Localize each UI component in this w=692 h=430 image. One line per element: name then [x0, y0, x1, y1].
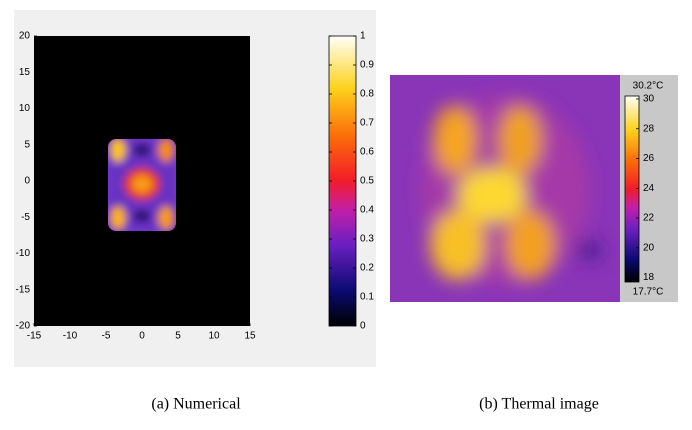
colorbar-tick-label: 1 — [360, 31, 366, 42]
x-tick-label: 10 — [208, 331, 220, 342]
colorbar-tick-label: 0.3 — [360, 234, 374, 245]
colorbar-tick-label: 20 — [643, 242, 655, 253]
colorbar-tick-label: 0.2 — [360, 263, 374, 274]
x-tick-label: 5 — [175, 331, 181, 342]
colorbar-tick-label: 0.4 — [360, 205, 374, 216]
colorbar — [624, 95, 640, 283]
y-tick-label: 20 — [19, 31, 31, 42]
colorbar-tick-label: 0.9 — [360, 60, 374, 71]
colorbar-tick-label: 0.7 — [360, 118, 374, 129]
colorbar-tick-label: 0 — [360, 321, 366, 332]
x-tick-label: 15 — [244, 331, 256, 342]
y-tick-label: 0 — [24, 176, 30, 187]
colorbar — [328, 35, 357, 327]
y-tick-label: 10 — [19, 103, 31, 114]
y-tick-label: -5 — [21, 212, 30, 223]
min-label: 17.7°C — [633, 287, 664, 298]
colorbar-tick-label: 18 — [643, 272, 655, 283]
x-tick-label: -15 — [27, 331, 42, 342]
colorbar-tick-label: 30 — [643, 94, 655, 105]
max-label: 30.2°C — [633, 81, 664, 92]
y-tick-label: -15 — [16, 284, 31, 295]
colorbar-tick-label: 26 — [643, 153, 655, 164]
y-tick-label: -20 — [16, 321, 31, 332]
y-tick-label: 5 — [24, 139, 30, 150]
colorbar-tick-label: 0.1 — [360, 292, 374, 303]
colorbar-tick-label: 24 — [643, 183, 655, 194]
x-tick-label: 0 — [139, 331, 145, 342]
colorbar-tick-label: 22 — [643, 213, 655, 224]
caption: (b) Thermal image — [479, 396, 599, 413]
colorbar-tick-label: 28 — [643, 123, 655, 134]
colorbar-tick-label: 0.6 — [360, 147, 374, 158]
x-tick-label: -10 — [63, 331, 78, 342]
colorbar-tick-label: 0.5 — [360, 176, 374, 187]
y-tick-label: -10 — [16, 248, 31, 259]
thermal-image — [390, 75, 620, 302]
caption: (a) Numerical — [151, 396, 241, 413]
colorbar-tick-label: 0.8 — [360, 89, 374, 100]
x-tick-label: -5 — [102, 331, 111, 342]
y-tick-label: 15 — [19, 67, 31, 78]
field-image — [108, 139, 176, 231]
